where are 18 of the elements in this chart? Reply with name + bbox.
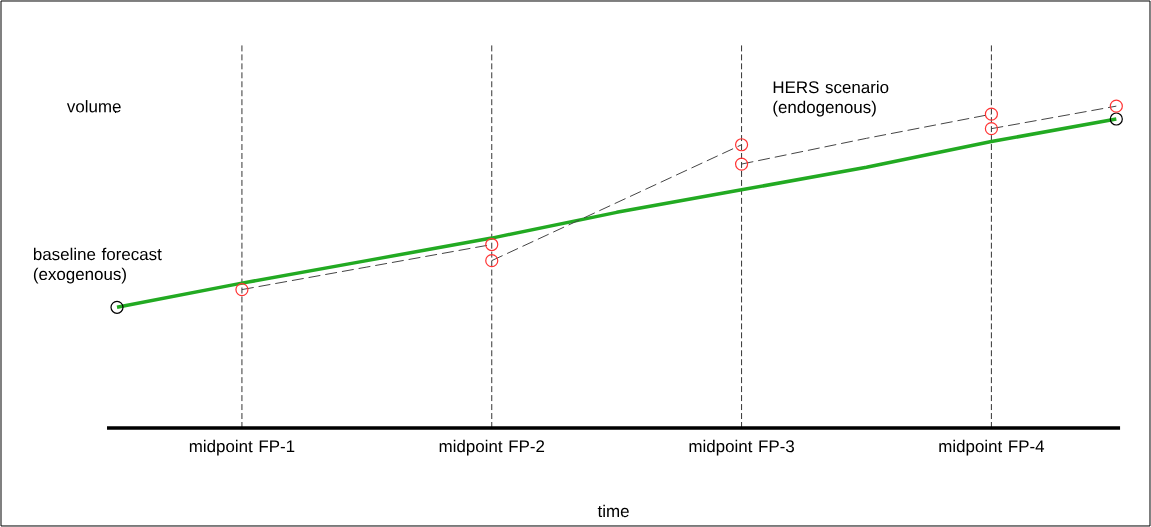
x-tick-label: midpoint FP-3 (689, 439, 794, 456)
y-axis-title: volume (66, 100, 121, 113)
point (984, 122, 998, 136)
x-axis-title: time (597, 504, 629, 518)
x-tick-label: midpoint FP-1 (189, 439, 295, 456)
x-tick-label: midpoint FP-2 (439, 439, 545, 456)
series-label: baseline forecast (exogenous) (33, 247, 162, 284)
point (235, 282, 249, 297)
point (1109, 112, 1123, 126)
point (1109, 99, 1123, 113)
point (734, 157, 749, 171)
point (485, 254, 499, 268)
point (734, 138, 749, 152)
point (110, 300, 124, 314)
point (485, 237, 499, 252)
point (984, 107, 998, 121)
series-label: HERS scenario (endogenous) (773, 80, 889, 117)
x-tick-label: midpoint FP-4 (939, 439, 1045, 456)
